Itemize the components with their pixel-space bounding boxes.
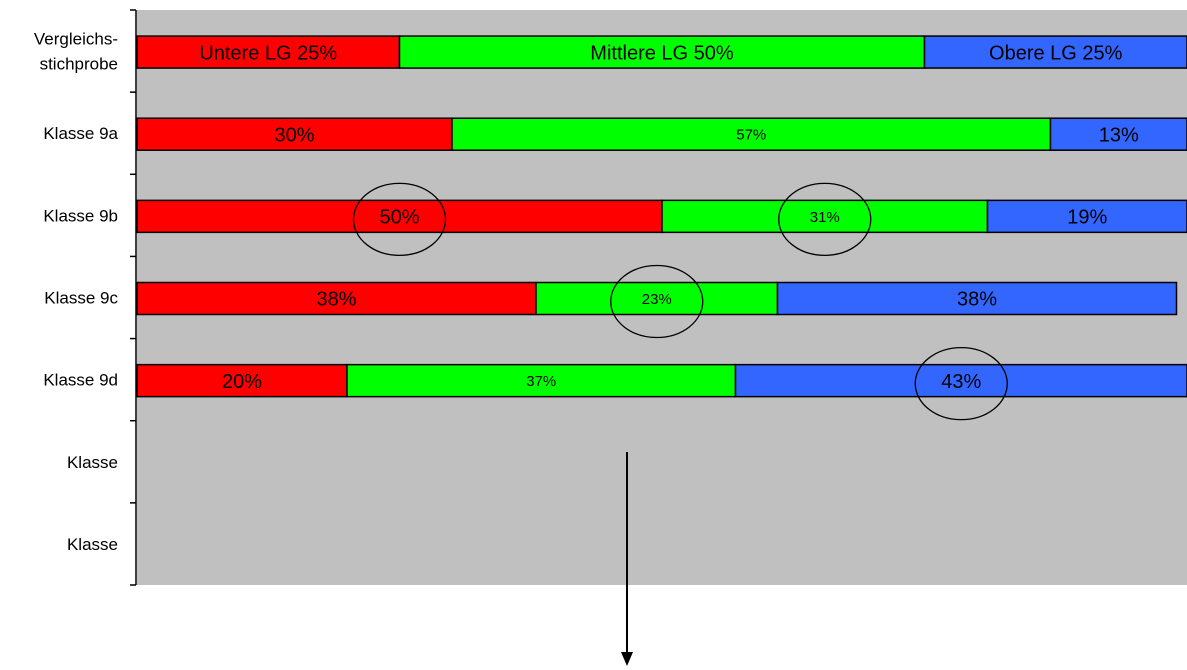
bar-segment (986, 199, 1187, 234)
highlight-ellipse (610, 264, 704, 339)
bar-segment (136, 35, 401, 69)
bar-segment (398, 35, 926, 69)
category-label: Vergleichs- (34, 30, 118, 49)
highlight-ellipse (778, 182, 872, 257)
data-label: 57% (736, 127, 766, 144)
data-label: Untere LG 25% (199, 42, 337, 64)
data-label: 20% (222, 371, 262, 393)
category-label: Klasse 9d (43, 371, 118, 390)
arrow-head-icon (621, 652, 633, 666)
data-label: 38% (957, 289, 997, 311)
bar-segment (346, 363, 737, 398)
highlight-ellipse (352, 182, 447, 257)
bar-segment (661, 199, 989, 234)
bar-segment (1049, 117, 1187, 151)
bar-segment (923, 35, 1187, 69)
highlight-ellipse (914, 346, 1008, 421)
data-label: 23% (642, 291, 672, 308)
category-label: Klasse 9c (44, 289, 118, 308)
data-label: 31% (810, 209, 840, 226)
data-label: 30% (274, 124, 314, 146)
category-label: Klasse (67, 535, 118, 554)
data-label: Obere LG 25% (989, 42, 1123, 64)
bar-segment (776, 281, 1178, 316)
data-label: 50% (379, 207, 419, 229)
bar-segment (734, 363, 1187, 398)
data-label: 19% (1067, 207, 1107, 229)
category-label: stichprobe (40, 55, 118, 74)
bar-segment (535, 281, 779, 316)
data-label: 38% (316, 289, 356, 311)
category-label: Klasse 9b (43, 206, 118, 225)
data-label: 43% (941, 371, 981, 393)
data-label: Mittlere LG 50% (590, 42, 734, 64)
category-label: Klasse 9a (43, 124, 118, 143)
data-label: 13% (1099, 124, 1139, 146)
category-label: Klasse (67, 453, 118, 472)
bar-segment (136, 363, 348, 398)
bar-segment (136, 117, 453, 151)
data-label: 37% (526, 373, 556, 390)
